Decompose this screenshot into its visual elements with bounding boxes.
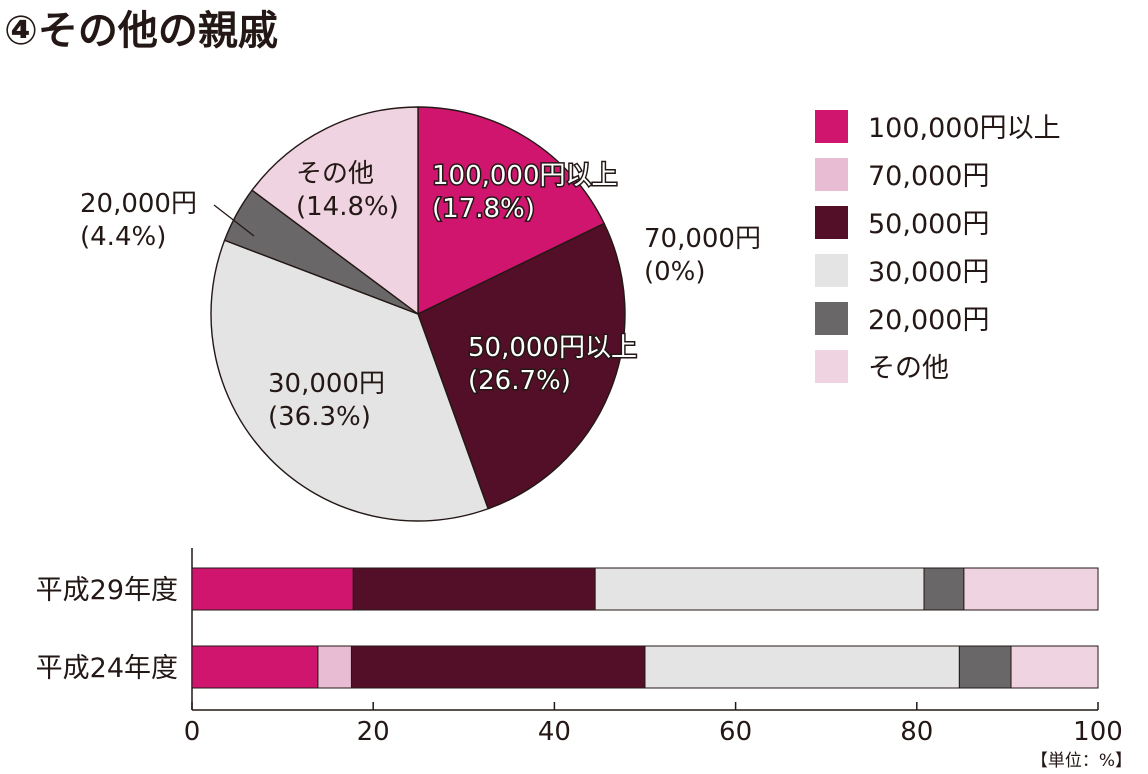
- pie-label-value: (26.7%): [468, 366, 571, 396]
- legend-item: その他: [815, 350, 949, 384]
- bar-segment: [352, 567, 596, 611]
- chart-title: ④その他の親戚: [4, 8, 278, 54]
- bar-segment: [350, 645, 646, 689]
- y-category-label: 平成29年度: [36, 575, 178, 606]
- legend-swatch: [815, 206, 848, 239]
- legend-swatch: [815, 254, 848, 287]
- pie-slice: [417, 222, 626, 510]
- pie-slice: [251, 106, 419, 315]
- pie-label: その他(14.8%): [296, 159, 399, 222]
- x-tick-label: 40: [538, 717, 571, 747]
- pie-slice: [210, 239, 489, 522]
- pie-label-name: その他: [296, 159, 374, 189]
- legend-swatch: [815, 302, 848, 335]
- x-tick-label: 20: [357, 717, 390, 747]
- pie-label-name: 50,000円以上: [468, 333, 637, 363]
- leader-line: [213, 204, 255, 237]
- bar-segment: [191, 567, 354, 611]
- pie-label: 70,000円(0%): [644, 224, 761, 287]
- legend-swatch: [815, 158, 848, 191]
- legend-item: 50,000円: [815, 206, 989, 240]
- legend-label: 70,000円: [868, 161, 989, 192]
- legend-label: その他: [868, 353, 949, 384]
- x-tick-label: 60: [719, 717, 752, 747]
- legend-swatch: [815, 350, 848, 383]
- legend: 100,000円以上 70,000円 50,000円 30,000円 20,000円その…: [815, 110, 1061, 384]
- legend-swatch: [815, 110, 848, 143]
- pie-label: 20,000円(4.4%): [80, 189, 197, 252]
- legend-item: 20,000円: [815, 302, 989, 336]
- pie-label-name: 100,000円以上: [432, 161, 618, 191]
- pie-label: 100,000円以上(17.8%): [431, 160, 620, 226]
- pie-label-value: (0%): [644, 257, 706, 287]
- pie-label-name: 20,000円: [80, 189, 197, 219]
- pie-label: 30,000円(36.3%): [268, 369, 385, 432]
- unit-note: 【単位：%】: [1031, 751, 1132, 771]
- pie-label-value: (17.8%): [432, 194, 535, 224]
- bar-segment: [594, 567, 925, 611]
- bar-segment: [317, 645, 352, 689]
- x-tick-label: 0: [184, 717, 201, 747]
- legend-item: 30,000円: [815, 254, 989, 288]
- pie-label-name: 70,000円: [644, 224, 761, 254]
- bar-segment: [963, 567, 1099, 611]
- bar-segment: [1010, 645, 1099, 689]
- bar-segment: [644, 645, 960, 689]
- legend-label: 20,000円: [868, 305, 989, 336]
- x-tick-label: 80: [900, 717, 933, 747]
- pie-chart: 100,000円以上(17.8%)70,000円(0%)50,000円以上(26…: [80, 106, 761, 522]
- pie-slice: [417, 106, 605, 315]
- pie-label-value: (4.4%): [80, 222, 166, 252]
- legend-label: 50,000円: [868, 209, 989, 240]
- bar-segment: [923, 567, 965, 611]
- pie-label-name: 30,000円: [268, 369, 385, 399]
- pie-label-value: (14.8%): [296, 192, 399, 222]
- pie-label-value: (36.3%): [268, 402, 371, 432]
- bar-segment: [191, 645, 319, 689]
- legend-label: 30,000円: [868, 257, 989, 288]
- legend-label: 100,000円以上: [868, 113, 1061, 144]
- legend-item: 100,000円以上: [815, 110, 1061, 144]
- y-category-label: 平成24年度: [36, 653, 178, 684]
- pie-label: 50,000円以上(26.7%): [467, 332, 639, 398]
- legend-item: 70,000円: [815, 158, 989, 192]
- x-tick-label: 100: [1073, 717, 1123, 747]
- bar-segment: [958, 645, 1012, 689]
